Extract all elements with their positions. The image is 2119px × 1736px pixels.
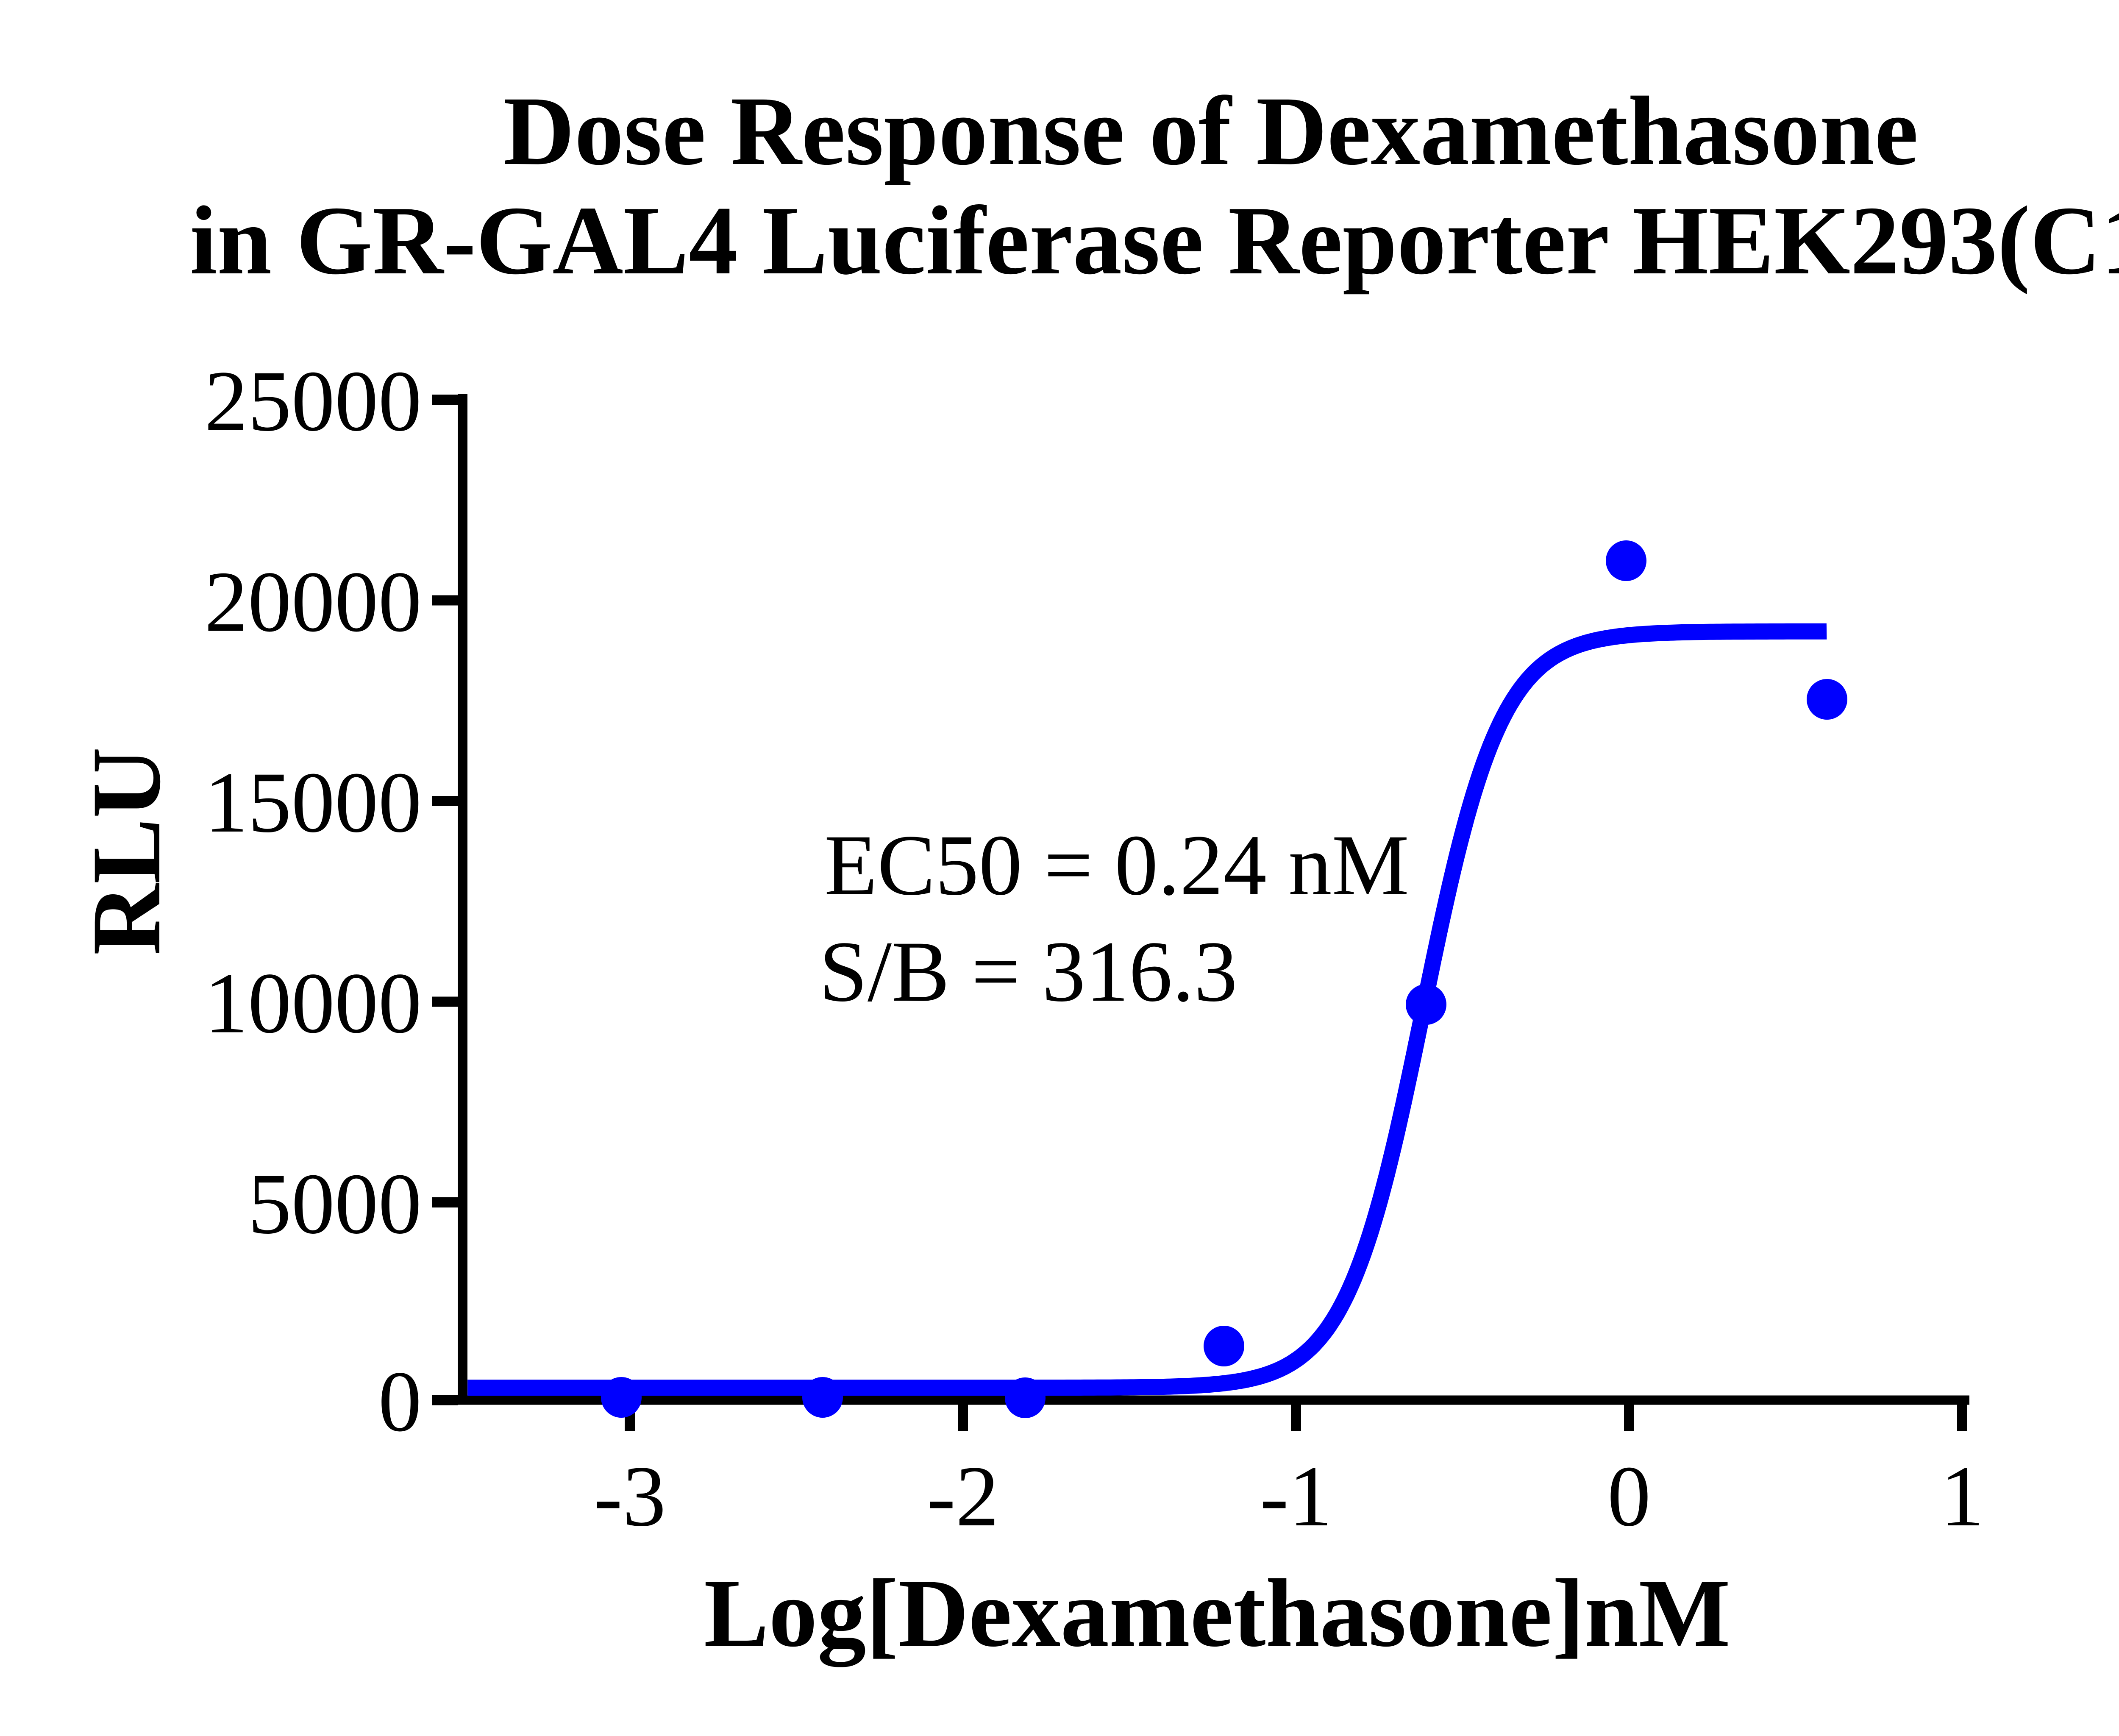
- svg-text:15000: 15000: [205, 754, 422, 851]
- svg-text:-2: -2: [927, 1448, 999, 1544]
- svg-text:EC50 = 0.24 nM: EC50 = 0.24 nM: [824, 817, 1409, 913]
- svg-text:20000: 20000: [205, 554, 422, 650]
- svg-text:0: 0: [378, 1354, 422, 1450]
- svg-text:25000: 25000: [205, 353, 422, 449]
- svg-text:5000: 5000: [248, 1156, 422, 1252]
- svg-text:10000: 10000: [205, 955, 422, 1052]
- svg-text:0: 0: [1607, 1448, 1651, 1544]
- svg-text:S/B = 316.3: S/B = 316.3: [819, 924, 1237, 1020]
- svg-text:-3: -3: [594, 1448, 666, 1544]
- svg-text:Log[Dexamethasone]nM: Log[Dexamethasone]nM: [704, 1559, 1730, 1667]
- svg-text:-1: -1: [1260, 1448, 1332, 1544]
- svg-text:in GR-GAL4 Luciferase Reporter: in GR-GAL4 Luciferase Reporter HEK293(C1…: [190, 186, 2119, 295]
- svg-text:RLU: RLU: [72, 747, 181, 955]
- svg-text:Dose Response of Dexamethasone: Dose Response of Dexamethasone: [503, 77, 1919, 186]
- svg-text:1: 1: [1941, 1448, 1984, 1544]
